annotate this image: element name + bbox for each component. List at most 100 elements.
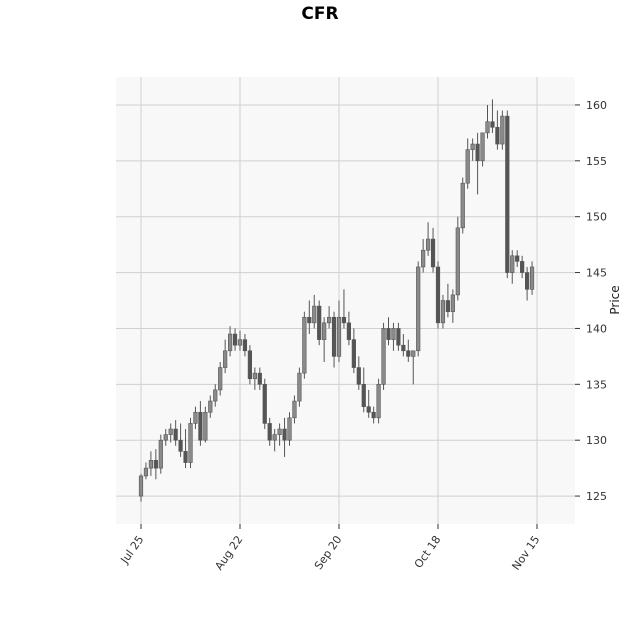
- candle: [351, 328, 356, 374]
- candle: [183, 429, 188, 469]
- candle-body: [346, 322, 352, 340]
- y-tick-label: 145: [586, 267, 607, 280]
- candle-body: [242, 339, 248, 352]
- candle: [277, 423, 282, 446]
- candle: [356, 356, 361, 390]
- candle: [341, 289, 347, 329]
- candle-body: [460, 182, 465, 229]
- candle-body: [237, 339, 243, 346]
- candle: [401, 334, 406, 357]
- candle: [148, 451, 154, 476]
- candle: [331, 311, 337, 368]
- candle: [445, 283, 451, 318]
- candle-body: [188, 423, 193, 463]
- candle: [361, 367, 366, 413]
- candle-body: [485, 121, 490, 134]
- candle: [386, 317, 391, 346]
- candle-body: [183, 451, 188, 463]
- candle-body: [336, 316, 342, 357]
- candle: [287, 412, 292, 446]
- candle-body: [307, 316, 312, 324]
- candle: [371, 406, 376, 424]
- candle-body: [158, 439, 163, 469]
- candle: [297, 367, 302, 407]
- x-tick-label: Jul 25: [118, 533, 147, 566]
- y-tick-label: 150: [586, 211, 607, 224]
- candle-body: [312, 305, 317, 324]
- candle-body: [411, 350, 416, 357]
- candle-body: [351, 339, 356, 368]
- candle: [213, 384, 218, 407]
- candle-body: [371, 411, 376, 419]
- candle: [520, 255, 525, 279]
- candle-body: [247, 350, 253, 380]
- candle: [272, 429, 277, 452]
- y-tick-label: 130: [586, 434, 607, 447]
- candle-body: [198, 411, 203, 441]
- candle: [475, 132, 480, 195]
- candle: [495, 110, 500, 150]
- candle-body: [208, 400, 213, 413]
- candle-body: [297, 372, 302, 402]
- candle: [406, 339, 411, 362]
- candle-body: [292, 400, 297, 419]
- candle-body: [425, 238, 431, 251]
- candle-body: [440, 300, 446, 324]
- candle: [391, 322, 396, 351]
- candle-body: [445, 300, 451, 312]
- candle: [163, 429, 168, 446]
- candle-body: [272, 434, 277, 441]
- candle-body: [223, 350, 228, 368]
- candle: [524, 266, 530, 301]
- candle: [465, 138, 470, 189]
- candle-body: [277, 428, 282, 435]
- candle: [435, 261, 441, 329]
- candle-body: [163, 434, 168, 441]
- candle: [515, 250, 520, 267]
- candle-body: [529, 266, 535, 290]
- candle: [228, 326, 233, 357]
- candle-body: [500, 115, 505, 145]
- candle-body: [322, 322, 327, 340]
- candle: [416, 261, 421, 357]
- candle: [267, 417, 272, 446]
- candle: [411, 350, 416, 385]
- candle-body: [282, 428, 287, 441]
- candle: [485, 104, 490, 139]
- candle: [396, 322, 401, 351]
- x-tick-label: Nov 15: [509, 533, 542, 572]
- candle: [252, 367, 257, 390]
- y-tick-label: 140: [586, 322, 607, 335]
- candle: [247, 345, 253, 385]
- candle-body: [331, 316, 337, 357]
- candle: [490, 99, 495, 133]
- y-axis: 125 130 135 140 145 150 155 160: [575, 99, 607, 503]
- candle-body: [262, 384, 267, 424]
- candle-body: [435, 266, 441, 324]
- x-tick-label: Aug 22: [212, 533, 245, 572]
- y-tick-label: 155: [586, 155, 607, 168]
- candle-body: [302, 316, 307, 374]
- x-tick-label: Oct 18: [412, 533, 444, 570]
- candle-body: [396, 328, 401, 346]
- candle: [366, 389, 371, 418]
- candle-body: [480, 132, 485, 162]
- candle-body: [524, 272, 530, 290]
- candle: [292, 395, 297, 424]
- y-tick-label: 125: [586, 490, 607, 503]
- candle-body: [430, 238, 436, 268]
- candle: [307, 300, 312, 335]
- x-tick-label: Sep 20: [312, 533, 345, 572]
- candle-body: [361, 384, 366, 407]
- candle: [322, 317, 327, 362]
- candle: [529, 261, 535, 295]
- candle: [257, 367, 262, 390]
- candle: [500, 110, 505, 150]
- candle: [336, 300, 342, 362]
- candle-body: [287, 417, 292, 441]
- candle: [178, 423, 183, 457]
- candle-body: [252, 372, 257, 380]
- chart-title: CFR: [301, 4, 338, 24]
- candle-body: [228, 333, 233, 352]
